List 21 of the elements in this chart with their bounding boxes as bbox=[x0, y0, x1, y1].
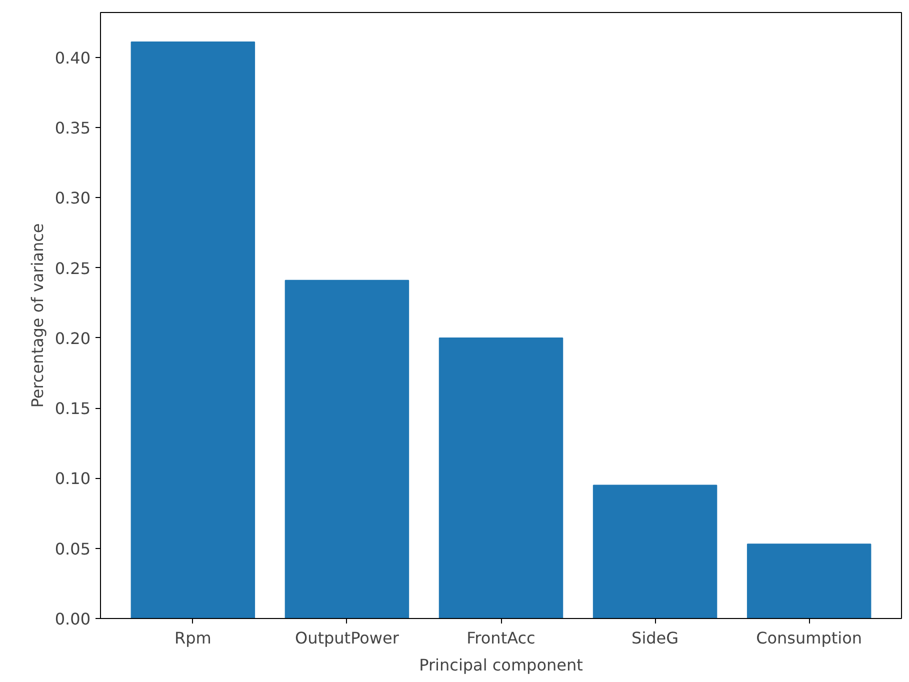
y-tick-label: 0.15 bbox=[54, 399, 90, 418]
bar bbox=[130, 41, 256, 618]
y-axis-title: Percentage of variance bbox=[28, 223, 47, 408]
y-tick-label: 0.35 bbox=[54, 118, 90, 138]
y-tick-label: 0.05 bbox=[54, 539, 90, 558]
y-tick-label: 0.30 bbox=[54, 188, 90, 208]
y-tick-label: 0.10 bbox=[54, 469, 90, 488]
bar bbox=[284, 280, 410, 618]
y-tick-label: 0.20 bbox=[54, 328, 90, 348]
x-tick-label: OutputPower bbox=[294, 628, 400, 648]
x-tick-label: Consumption bbox=[756, 628, 862, 648]
y-tick-label: 0.40 bbox=[54, 48, 90, 68]
bar bbox=[746, 544, 872, 618]
bar bbox=[438, 337, 564, 618]
x-axis-title: Principal component bbox=[419, 656, 583, 674]
bar bbox=[592, 484, 718, 618]
x-tick-label: FrontAcc bbox=[466, 628, 536, 648]
x-tick-label: SideG bbox=[632, 628, 679, 648]
x-tick-label: Rpm bbox=[174, 628, 212, 648]
y-tick-label: 0.25 bbox=[54, 258, 90, 278]
y-tick-label: 0.00 bbox=[54, 610, 90, 628]
